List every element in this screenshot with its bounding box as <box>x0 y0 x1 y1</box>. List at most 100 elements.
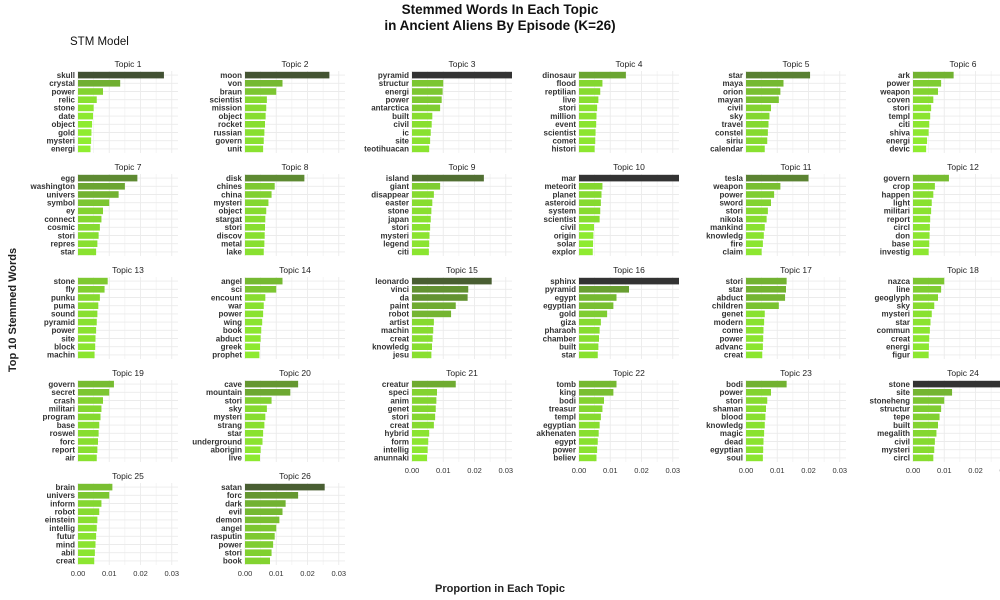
bar-hybrid <box>412 430 430 437</box>
bar-light <box>913 199 932 206</box>
word-label: maya <box>723 79 744 88</box>
bar-star <box>913 318 931 326</box>
bar-citi <box>412 248 429 256</box>
bar-sky <box>245 405 267 412</box>
word-label: russian <box>214 128 243 137</box>
facet-panel-21: Topic 21 creaturspecianimgenetstoricreath… <box>374 368 513 475</box>
word-label: weapon <box>712 182 743 191</box>
word-label: claim <box>723 248 743 257</box>
bar-artist <box>412 318 434 326</box>
x-tick-label: 0.03 <box>832 466 847 475</box>
word-label: megalith <box>877 429 910 438</box>
bar-lake <box>245 248 264 256</box>
bar-creatur <box>412 380 456 388</box>
x-tick-label: 0.00 <box>906 466 921 475</box>
bar-ark <box>913 71 954 79</box>
bar-power <box>245 310 264 318</box>
facet-panel-24: Topic 24 stonesitestonehengstructurtepebu… <box>870 368 1000 475</box>
word-label: object <box>218 112 242 121</box>
word-label: come <box>722 326 743 335</box>
word-label: abduct <box>216 334 243 343</box>
bar-solar <box>579 240 594 247</box>
facet-panel-8: Topic 8 diskchineschinamysteriobjectstarg… <box>214 162 345 257</box>
word-label: washington <box>30 182 76 191</box>
x-tick-label: 0.03 <box>331 569 346 578</box>
word-label: form <box>391 437 409 446</box>
bar-fire <box>746 240 763 247</box>
bar-knowledg <box>746 232 764 239</box>
word-label: forc <box>60 437 76 446</box>
bar-jesu <box>412 351 432 359</box>
bar-mountain <box>245 389 291 396</box>
x-tick-label: 0.01 <box>436 466 451 475</box>
bar-report <box>78 446 98 453</box>
word-label: univers <box>47 491 76 500</box>
bar-stone <box>412 207 432 215</box>
bar-egyptian <box>579 302 614 309</box>
word-label: system <box>548 207 576 216</box>
word-label: discov <box>217 231 243 240</box>
facet-panel-10: Topic 10marmeteoritplanetasteroidsystems… <box>544 162 679 257</box>
bar-treasur <box>579 405 603 412</box>
facet-title: Topic 16 <box>613 265 645 275</box>
word-label: advanc <box>715 343 743 352</box>
word-label: power <box>552 446 576 455</box>
bar-power <box>412 96 442 103</box>
word-label: legend <box>383 240 409 249</box>
bar-knowledg <box>746 421 765 429</box>
x-tick-label: 0.01 <box>102 569 117 578</box>
word-label: gold <box>559 310 576 319</box>
bar-magic <box>746 430 765 437</box>
facet-title: Topic 26 <box>279 471 311 481</box>
word-label: stori <box>392 413 409 422</box>
word-label: origin <box>554 231 576 240</box>
bar-mysteri <box>78 137 92 144</box>
bar-egyptian <box>746 446 764 453</box>
word-label: govern <box>215 137 242 146</box>
word-label: giant <box>390 182 409 191</box>
word-label: hybrid <box>385 429 410 438</box>
word-label: pyramid <box>44 318 75 327</box>
facet-title: Topic 15 <box>446 265 478 275</box>
word-label: mysteri <box>381 231 409 240</box>
bar-civil <box>579 224 594 231</box>
word-label: energi <box>886 137 910 146</box>
bar-intellig <box>78 524 97 532</box>
bar-live <box>579 96 599 103</box>
bar-sphinx <box>579 277 679 285</box>
word-label: pyramid <box>545 285 576 294</box>
bar-wing <box>245 318 263 326</box>
bar-pharaoh <box>579 327 600 334</box>
facet-panel-19: Topic 19 governsecretcrashmilitariprogram… <box>43 368 178 463</box>
bar-antarctica <box>412 104 441 112</box>
word-label: line <box>896 285 910 294</box>
bar-object <box>245 207 267 215</box>
word-label: light <box>893 199 910 208</box>
word-label: war <box>227 302 242 311</box>
bar-million <box>579 112 597 120</box>
word-label: object <box>51 120 75 129</box>
bar-skull <box>78 71 164 79</box>
bar-giant <box>412 183 441 190</box>
bar-mysteri <box>913 446 935 453</box>
bar-mayan <box>746 96 779 103</box>
bar-univers <box>78 492 110 499</box>
facet-title: Topic 2 <box>282 59 309 69</box>
word-label: treasur <box>549 405 576 414</box>
bar-mysteri <box>412 232 430 239</box>
word-label: circl <box>894 454 910 463</box>
bar-da <box>412 294 468 301</box>
facet-panel-6: Topic 6 arkpowerweaponcovenstoritemplciti… <box>879 59 1000 154</box>
bar-civil <box>746 104 771 112</box>
word-label: fire <box>731 240 744 249</box>
bar-air <box>78 454 97 462</box>
facet-title: Topic 19 <box>112 368 144 378</box>
word-label: tepe <box>894 413 911 422</box>
word-label: wing <box>223 318 242 327</box>
word-label: gold <box>58 128 75 137</box>
bar-legend <box>412 240 430 247</box>
word-label: tomb <box>556 380 576 389</box>
bar-civil <box>412 121 432 128</box>
word-label: machin <box>47 351 75 360</box>
bar-gold <box>579 310 608 318</box>
